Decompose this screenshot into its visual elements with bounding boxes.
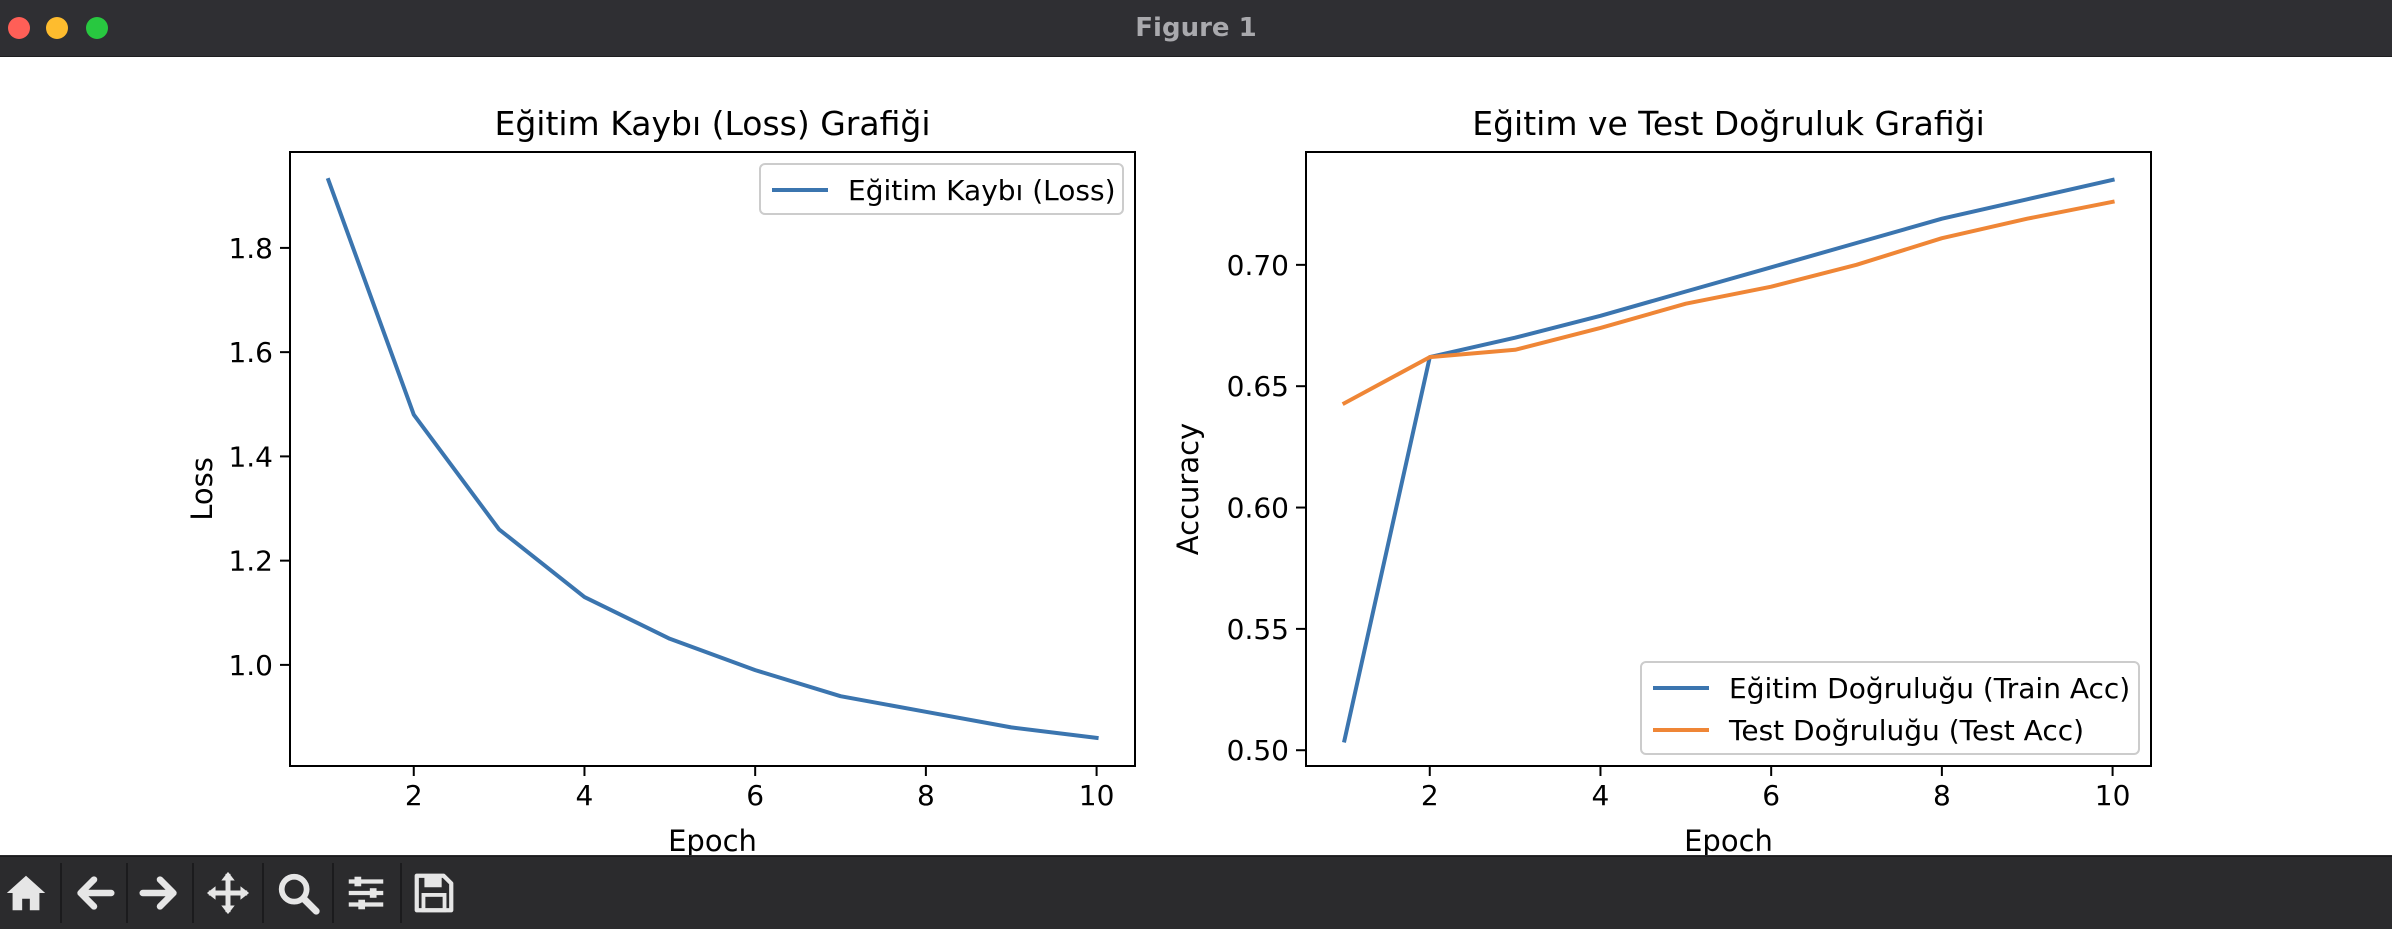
y-tick-label: 1.0	[228, 649, 273, 682]
x-tick-label: 6	[746, 779, 764, 812]
y-tick-label: 0.50	[1227, 734, 1289, 767]
y-tick-label: 1.8	[228, 232, 273, 265]
zoom-button[interactable]	[268, 863, 328, 923]
toolbar-separator	[192, 863, 194, 923]
y-tick-label: 0.70	[1227, 249, 1289, 282]
series-line-1	[1341, 199, 2115, 406]
configure-subplots-button[interactable]	[336, 863, 396, 923]
forward-button[interactable]	[130, 863, 190, 923]
axes-frame	[1305, 151, 2152, 767]
legend-label: Test Doğruluğu (Test Acc)	[1728, 714, 2084, 747]
series-line-0	[325, 177, 1099, 741]
navigation-toolbar	[0, 856, 2392, 929]
y-tick-label: 1.2	[228, 545, 273, 578]
toolbar-separator	[332, 863, 334, 923]
y-tick-label: 1.6	[228, 336, 273, 369]
x-tick-label: 2	[405, 779, 423, 812]
chart-title: Eğitim Kaybı (Loss) Grafiği	[494, 104, 930, 143]
window-title: Figure 1	[1135, 13, 1257, 43]
configure-subplots-icon	[348, 876, 384, 910]
maximize-window-button[interactable]	[86, 17, 108, 39]
chart-title: Eğitim ve Test Doğruluk Grafiği	[1472, 104, 1984, 143]
toolbar-separator	[60, 863, 62, 923]
y-tick-label: 0.65	[1227, 370, 1289, 403]
pan-move-icon	[206, 871, 250, 915]
axes-frame	[289, 151, 1136, 767]
x-tick-label: 10	[2095, 779, 2131, 812]
x-tick-label: 2	[1421, 779, 1439, 812]
toolbar-separator	[400, 863, 402, 923]
close-window-button[interactable]	[8, 17, 30, 39]
toolbar-separator	[262, 863, 264, 923]
back-button[interactable]	[64, 863, 124, 923]
y-tick-label: 1.4	[228, 440, 273, 473]
toolbar-separator	[126, 863, 128, 923]
figure-svg: Eğitim Kaybı (Loss) Grafiği 2 4 6 8 10 1.0 1.2 1…	[185, 104, 2152, 855]
x-tick-label: 10	[1079, 779, 1115, 812]
minimize-window-button[interactable]	[46, 17, 68, 39]
x-axis-label: Epoch	[668, 824, 757, 855]
legend-label: Eğitim Kaybı (Loss)	[848, 174, 1116, 207]
y-axis-label: Accuracy	[1171, 423, 1205, 555]
pan-button[interactable]	[198, 863, 258, 923]
legend-box	[759, 163, 1124, 215]
y-tick-label: 0.60	[1227, 492, 1289, 525]
home-button[interactable]	[0, 863, 56, 923]
home-icon	[6, 875, 46, 911]
back-arrow-icon	[77, 876, 115, 910]
forward-arrow-icon	[139, 876, 177, 910]
save-floppy-icon	[414, 873, 454, 913]
legend-box	[1640, 661, 2140, 755]
y-tick-label: 0.55	[1227, 613, 1289, 646]
x-tick-label: 8	[917, 779, 935, 812]
legend-label: Eğitim Doğruluğu (Train Acc)	[1729, 672, 2130, 705]
figure-canvas: Eğitim Kaybı (Loss) Grafiği 2 4 6 8 10 1.0 1.2 1…	[0, 57, 2392, 855]
x-axis-label: Epoch	[1684, 824, 1773, 855]
y-axis-label: Loss	[185, 457, 219, 521]
save-button[interactable]	[404, 863, 464, 923]
x-tick-label: 4	[1592, 779, 1610, 812]
window-titlebar[interactable]: Figure 1	[0, 0, 2392, 57]
x-tick-label: 6	[1762, 779, 1780, 812]
zoom-magnifier-icon	[278, 873, 320, 915]
series-line-0	[1342, 177, 2115, 743]
x-tick-label: 8	[1933, 779, 1951, 812]
x-tick-label: 4	[576, 779, 594, 812]
